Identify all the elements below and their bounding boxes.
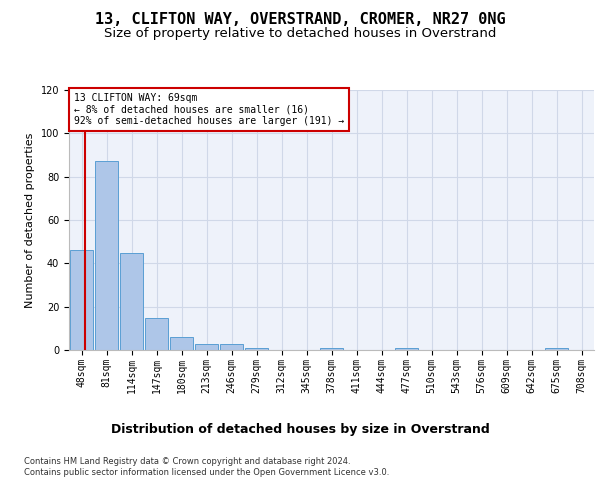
- Text: 13, CLIFTON WAY, OVERSTRAND, CROMER, NR27 0NG: 13, CLIFTON WAY, OVERSTRAND, CROMER, NR2…: [95, 12, 505, 28]
- Bar: [320, 348, 343, 350]
- Bar: [220, 344, 244, 350]
- Bar: [194, 344, 218, 350]
- Y-axis label: Number of detached properties: Number of detached properties: [25, 132, 35, 308]
- Bar: [170, 337, 193, 350]
- Text: Contains HM Land Registry data © Crown copyright and database right 2024.
Contai: Contains HM Land Registry data © Crown c…: [24, 458, 389, 477]
- Text: Distribution of detached houses by size in Overstrand: Distribution of detached houses by size …: [110, 422, 490, 436]
- Bar: [245, 348, 268, 350]
- Bar: [395, 348, 418, 350]
- Text: 13 CLIFTON WAY: 69sqm
← 8% of detached houses are smaller (16)
92% of semi-detac: 13 CLIFTON WAY: 69sqm ← 8% of detached h…: [74, 92, 344, 126]
- Bar: [119, 252, 143, 350]
- Bar: [95, 162, 118, 350]
- Bar: [545, 348, 568, 350]
- Bar: [145, 318, 169, 350]
- Bar: [70, 250, 94, 350]
- Text: Size of property relative to detached houses in Overstrand: Size of property relative to detached ho…: [104, 28, 496, 40]
